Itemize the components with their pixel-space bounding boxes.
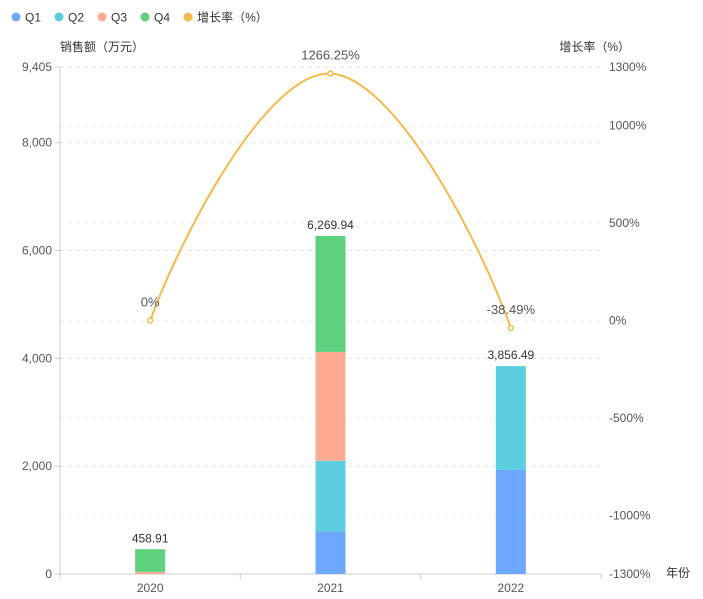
legend-marker-3 — [97, 12, 107, 22]
bar-total-label-2: 6,269.94 — [307, 218, 354, 232]
y-tick-label-5: 8,000 — [22, 136, 52, 150]
y2-axis-title: 增长率（%） — [559, 39, 630, 54]
y2-tick-label-3: -500% — [609, 411, 644, 425]
y2-tick-label-2: -1000% — [609, 509, 651, 523]
legend-label-4: Q4 — [154, 11, 170, 25]
y2-axis-ticks: -1300% -1000% -500% 0% 500% 1000% 1300% — [609, 60, 651, 581]
growth-rate-point-2 — [327, 70, 334, 77]
bar-q4-2020 — [135, 549, 166, 572]
legend-label-1: Q1 — [25, 11, 41, 25]
legend-label-3: Q3 — [111, 11, 127, 25]
legend-label-2: Q2 — [68, 11, 84, 25]
bar-q3-2021 — [315, 351, 346, 461]
legend[interactable]: Q1 Q2 Q3 Q4 增长率（%） — [11, 10, 268, 25]
y-tick-label-6: 9,405 — [22, 60, 52, 74]
y2-tick-label-6: 1000% — [609, 119, 647, 133]
y2-tick-label-1: -1300% — [609, 567, 651, 581]
y-axis-title: 销售额（万元） — [60, 39, 144, 54]
legend-marker-2 — [54, 12, 64, 22]
y-tick-label-4: 6,000 — [22, 244, 52, 258]
x-axis-ticks: 2020 2021 2022 — [59, 574, 602, 595]
growth-rate-label-1: 0% — [141, 295, 160, 310]
legend-marker-4 — [140, 12, 150, 22]
y-tick-label-2: 2,000 — [22, 459, 52, 473]
bar-q1-2022 — [495, 469, 526, 574]
bar-total-labels: 458.91 6,269.94 3,856.49 — [132, 218, 535, 545]
growth-rate-point-3 — [507, 324, 515, 332]
y2-tick-label-5: 500% — [609, 216, 640, 230]
bar-q1-2021 — [315, 531, 346, 574]
bar-q2-2022 — [495, 366, 526, 470]
x-axis-title: 年份 — [666, 566, 690, 580]
bar-q2-2021 — [315, 460, 346, 532]
x-tick-label-3: 2022 — [497, 581, 524, 595]
growth-rate-label-3: -38.49% — [487, 302, 536, 317]
legend-marker-1 — [11, 12, 21, 22]
bar-total-label-3: 3,856.49 — [487, 348, 534, 362]
bars — [135, 236, 526, 574]
y2-tick-label-7: 1300% — [609, 60, 647, 74]
bar-total-label-1: 458.91 — [132, 531, 169, 545]
y-tick-label-1: 0 — [45, 567, 52, 581]
growth-rate-point-1 — [146, 317, 154, 324]
y-tick-label-3: 4,000 — [22, 351, 52, 365]
x-tick-label-2: 2021 — [317, 581, 344, 595]
bar-q3-2020 — [135, 571, 166, 574]
x-tick-label-1: 2020 — [137, 581, 164, 595]
legend-marker-5 — [183, 12, 193, 22]
bar-q4-2021 — [315, 236, 346, 352]
growth-rate-label-2: 1266.25% — [301, 48, 360, 63]
y-axis-ticks: 0 2,000 4,000 6,000 8,000 9,405 — [22, 60, 60, 581]
legend-label-5: 增长率（%） — [197, 10, 268, 25]
growth-rate-series: 0% 1266.25% -38.49% — [141, 48, 536, 332]
y2-tick-label-4: 0% — [609, 314, 627, 328]
